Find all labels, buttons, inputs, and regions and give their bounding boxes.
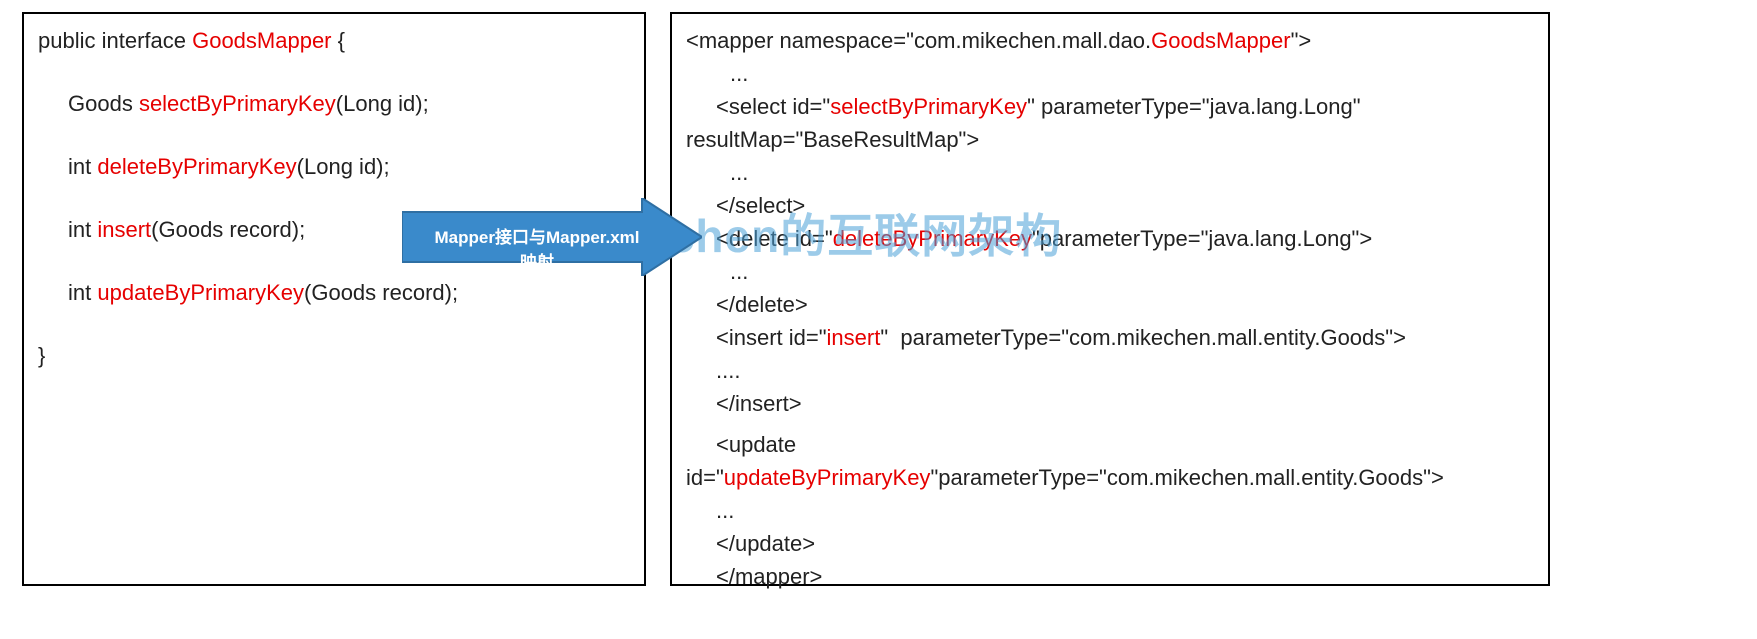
method-name: selectByPrimaryKey	[139, 91, 336, 116]
class-name: GoodsMapper	[1151, 28, 1290, 53]
method-name: deleteByPrimaryKey	[97, 154, 296, 179]
xml-select-close: </select>	[716, 189, 1534, 222]
code-line: int updateByPrimaryKey(Goods record);	[68, 276, 630, 309]
code-line: id="updateByPrimaryKey"parameterType="co…	[686, 461, 1534, 494]
spacer	[38, 309, 630, 339]
ellipsis: ...	[730, 57, 1534, 90]
code-line: int deleteByPrimaryKey(Long id);	[68, 150, 630, 183]
params: (Long id);	[297, 154, 390, 179]
method-name: updateByPrimaryKey	[97, 280, 304, 305]
xml-attrs: " parameterType="java.lang.Long"	[1027, 94, 1360, 119]
ret-type: int	[68, 280, 97, 305]
code-line: public interface GoodsMapper {	[38, 24, 630, 57]
xml-attrs: " parameterType="com.mikechen.mall.entit…	[880, 325, 1406, 350]
java-interface-panel: public interface GoodsMapper { Goods sel…	[22, 12, 646, 586]
xml-id: deleteByPrimaryKey	[833, 226, 1032, 251]
xml-close: ">	[1291, 28, 1312, 53]
ellipsis: ...	[730, 156, 1534, 189]
params: (Goods record);	[151, 217, 305, 242]
spacer	[38, 57, 630, 87]
spacer	[38, 120, 630, 150]
class-name: GoodsMapper	[192, 28, 331, 53]
xml-id: updateByPrimaryKey	[724, 465, 931, 490]
xml-update-close: </update>	[716, 527, 1534, 560]
ret-type: int	[68, 154, 97, 179]
method-name: insert	[97, 217, 151, 242]
xml-mapper-panel: <mapper namespace="com.mikechen.mall.dao…	[670, 12, 1550, 586]
code-line: Goods selectByPrimaryKey(Long id);	[68, 87, 630, 120]
brace-close: }	[38, 339, 630, 372]
params: (Long id);	[336, 91, 429, 116]
xml-delete-close: </delete>	[716, 288, 1534, 321]
params: (Goods record);	[304, 280, 458, 305]
arrow-label: Mapper接口与Mapper.xml映射	[432, 223, 642, 273]
xml-id: selectByPrimaryKey	[830, 94, 1027, 119]
xml-update-id-pre: id="	[686, 465, 724, 490]
xml-update-open: <update	[716, 428, 1534, 461]
spacer	[686, 420, 1534, 428]
xml-delete-open: <delete id="	[716, 226, 833, 251]
ellipsis: ...	[716, 494, 1534, 527]
xml-id: insert	[827, 325, 881, 350]
code-line: <mapper namespace="com.mikechen.mall.dao…	[686, 24, 1534, 57]
code-line: <select id="selectByPrimaryKey" paramete…	[716, 90, 1534, 123]
xml-mapper-close: </mapper>	[716, 560, 1534, 593]
mapping-arrow: Mapper接口与Mapper.xml映射	[402, 198, 702, 276]
xml-insert-open: <insert id="	[716, 325, 827, 350]
kw-public-interface: public interface	[38, 28, 192, 53]
ret-type: Goods	[68, 91, 139, 116]
xml-attrs: "parameterType="com.mikechen.mall.entity…	[930, 465, 1443, 490]
xml-resultmap: resultMap="BaseResultMap">	[686, 123, 1534, 156]
xml-open: <mapper namespace="com.mikechen.mall.dao…	[686, 28, 1151, 53]
ellipsis: ....	[716, 354, 1534, 387]
brace-open: {	[332, 28, 345, 53]
xml-insert-close: </insert>	[716, 387, 1534, 420]
ret-type: int	[68, 217, 97, 242]
xml-attrs: "parameterType="java.lang.Long">	[1032, 226, 1372, 251]
xml-select-open: <select id="	[716, 94, 830, 119]
code-line: <delete id="deleteByPrimaryKey"parameter…	[716, 222, 1534, 255]
ellipsis: ...	[730, 255, 1534, 288]
code-line: <insert id="insert" parameterType="com.m…	[716, 321, 1534, 354]
